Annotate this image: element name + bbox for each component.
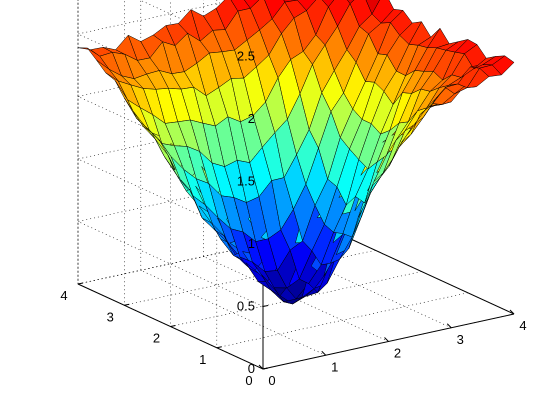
y-tick-mark [124, 303, 130, 306]
x-tick-mark [258, 364, 264, 370]
y-tick-mark [262, 367, 269, 370]
z-tick-label: 1.5 [237, 174, 255, 189]
z-tick-label: 2 [248, 111, 255, 126]
y-tick-label: 1 [199, 352, 206, 367]
z-tick-mark [262, 305, 269, 307]
z-tick-label: 0 [248, 361, 255, 376]
z-tick-label: 2.5 [237, 49, 255, 64]
surface-facet [365, 0, 380, 15]
x-tick-mark [321, 350, 327, 356]
y-tick-label: 4 [60, 288, 67, 303]
y-tick-mark [216, 346, 222, 349]
x-tick-label: 0 [268, 373, 275, 388]
x-tick-label: 2 [394, 346, 401, 361]
y-tick-label: 0 [245, 373, 252, 388]
y-tick-mark [77, 282, 84, 285]
surface-facet [321, 0, 335, 8]
surface-mesh [77, 0, 515, 305]
tick-labels: 0 0.5 1 1.5 2 2.5 3 0 1 2 3 4 0 1 2 3 4 [60, 0, 526, 388]
x-tick-mark [509, 309, 515, 315]
axis-line [328, 228, 515, 315]
x-tick-mark [446, 323, 452, 329]
surface-facet [491, 55, 515, 76]
surface-facet [347, 0, 355, 4]
y-tick-label: 2 [153, 331, 160, 346]
z-tick-label: 1 [248, 236, 255, 251]
y-tick-label: 3 [107, 309, 114, 324]
x-tick-mark [384, 337, 389, 342]
x-tick-label: 1 [331, 359, 338, 374]
z-tick-label: 0.5 [237, 299, 255, 314]
y-tick-mark [170, 325, 176, 327]
x-tick-label: 4 [519, 318, 526, 333]
x-tick-label: 3 [457, 332, 464, 347]
z-tick-label: 3 [248, 0, 255, 1]
frame-line [77, 228, 330, 285]
